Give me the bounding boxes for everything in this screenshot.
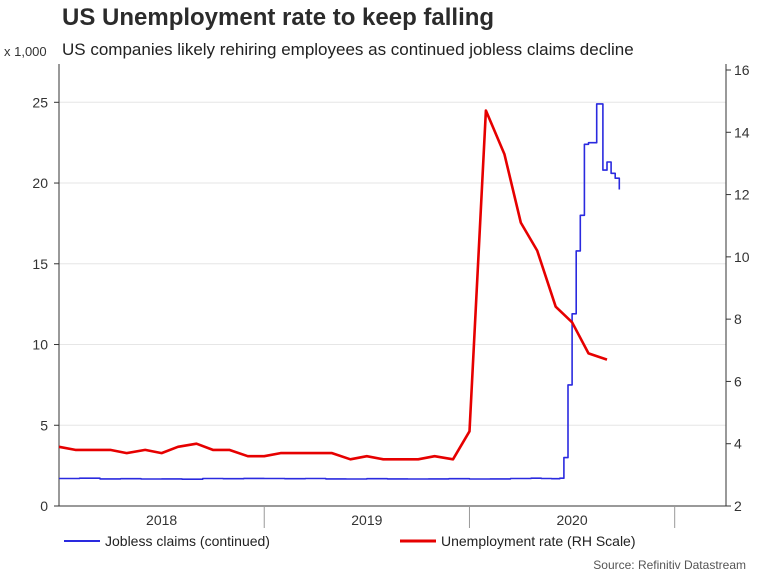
- right-axis-tick-label: 12: [734, 187, 750, 203]
- x-axis-tick-label: 2020: [556, 512, 587, 528]
- chart-title: US Unemployment rate to keep falling: [62, 4, 495, 31]
- left-axis-unit-label: x 1,000: [4, 44, 47, 59]
- right-axis-tick-label: 14: [734, 124, 750, 140]
- x-axis-tick-label: 2019: [351, 512, 382, 528]
- right-axis-tick-label: 6: [734, 373, 742, 389]
- right-axis-tick-label: 16: [734, 62, 750, 78]
- series-line-jobless-claims: [59, 103, 621, 480]
- left-axis-tick-label: 0: [40, 498, 48, 514]
- legend-label-unemployment-rate: Unemployment rate (RH Scale): [441, 533, 636, 549]
- right-axis-tick-label: 2: [734, 498, 742, 514]
- left-axis-tick-label: 15: [32, 256, 48, 272]
- left-axis-tick-label: 10: [32, 337, 48, 353]
- x-axis-tick-label: 2018: [146, 512, 177, 528]
- chart-subtitle: US companies likely rehiring employees a…: [62, 40, 634, 59]
- right-axis-tick-label: 10: [734, 249, 750, 265]
- left-axis-tick-label: 20: [32, 175, 48, 191]
- source-note: Source: Refinitiv Datastream: [593, 558, 746, 572]
- right-axis-tick-label: 4: [734, 436, 742, 452]
- left-axis-tick-label: 25: [32, 94, 48, 110]
- series-line-unemployment-rate: [58, 109, 608, 461]
- legend-label-jobless-claims: Jobless claims (continued): [105, 533, 270, 549]
- right-axis-tick-label: 8: [734, 311, 742, 327]
- left-axis-tick-label: 5: [40, 417, 48, 433]
